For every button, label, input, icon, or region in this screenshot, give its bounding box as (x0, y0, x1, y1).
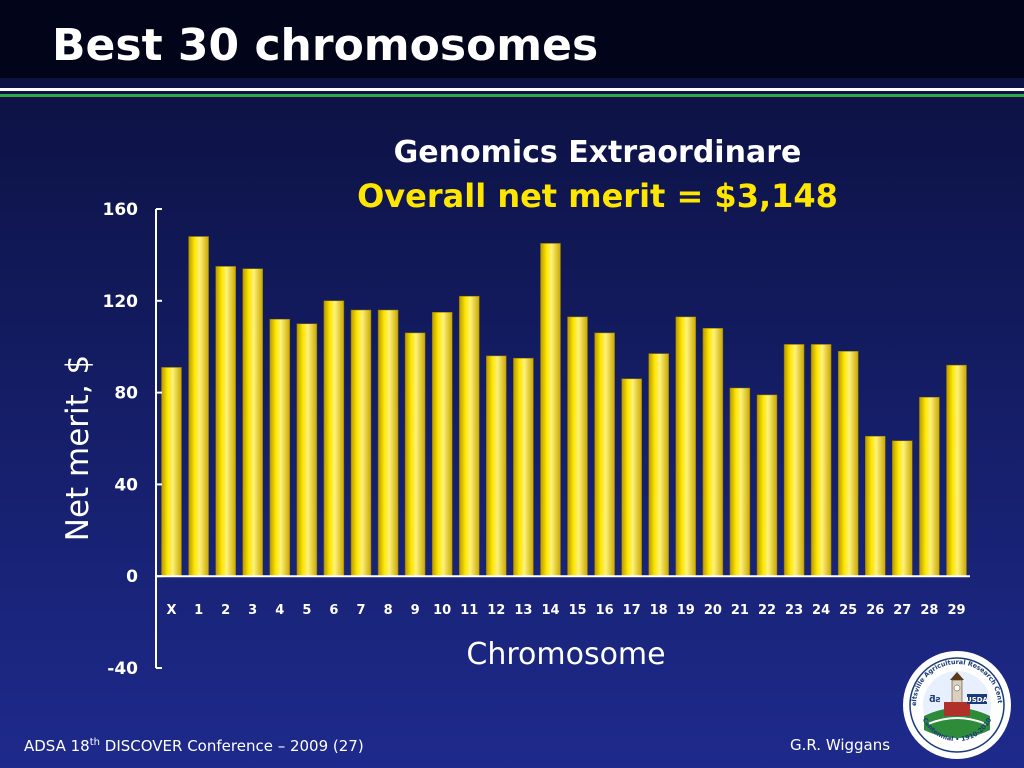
title-rule-green (0, 94, 1024, 97)
x-tick-label: 16 (596, 603, 614, 618)
logo-usda-badge: USDA (966, 696, 989, 704)
title-rule-white (0, 88, 1024, 91)
x-tick-label: 3 (248, 603, 257, 618)
axes-layer: X 1 2 3 4 5 6 7 8 9 10 11 12 13 14 15 16 17 18 19 20 21 22 23 24… (103, 200, 970, 679)
x-tick-label: 11 (460, 603, 478, 618)
footer-conference-superscript: th (89, 737, 100, 748)
bar-chr-1 (188, 236, 209, 577)
x-tick-label: 15 (568, 603, 586, 618)
bar-chr-17 (621, 378, 642, 577)
x-tick-label: 27 (893, 603, 911, 618)
x-tick-label: 25 (839, 603, 857, 618)
chart-subtitle: Overall net merit = $3,148 (357, 177, 838, 215)
x-tick-label: 29 (947, 603, 965, 618)
x-tick-label: 12 (487, 603, 505, 618)
x-tick-label: 14 (541, 603, 559, 618)
x-tick-label: 21 (731, 603, 749, 618)
logo-ars-mark: ƌƨ (929, 695, 941, 705)
bar-chr-13 (513, 357, 534, 577)
y-tick-label: 80 (114, 384, 138, 404)
x-tick-label: 24 (812, 603, 830, 618)
bar-chr-4 (269, 318, 291, 577)
y-axis-label: Net merit, $ (60, 355, 96, 541)
bar-chr-24 (810, 344, 832, 577)
x-tick-label: 19 (677, 603, 695, 618)
x-tick-label: 2 (221, 603, 230, 618)
bar-chr-3 (242, 268, 263, 577)
bar-chr-7 (350, 309, 372, 577)
footer-conference-suffix: DISCOVER Conference – 2009 (27) (100, 737, 364, 755)
barc-centennial-logo: Beltsville Agricultural Research Center … (902, 650, 1011, 759)
bar-chr-2 (215, 266, 236, 577)
x-tick-label: 7 (356, 603, 365, 618)
bar-chr-8 (377, 309, 399, 577)
x-tick-label: 1 (194, 603, 203, 618)
bars-layer (161, 236, 967, 577)
slide-title: Best 30 chromosomes (52, 20, 599, 71)
y-tick-label: 40 (114, 475, 138, 495)
chart-title: Genomics Extraordinare (393, 135, 802, 170)
x-tick-label: 8 (384, 603, 393, 618)
bar-chr-6 (323, 300, 345, 577)
bar-chr-21 (729, 387, 751, 577)
footer-conference: ADSA 18th DISCOVER Conference – 2009 (27… (24, 738, 364, 754)
x-tick-label: 22 (758, 603, 776, 618)
y-tick-label: 160 (103, 200, 139, 220)
x-tick-label: 26 (866, 603, 884, 618)
bar-chr-20 (702, 328, 724, 577)
x-tick-label: X (166, 603, 176, 618)
x-tick-label: 23 (785, 603, 803, 618)
x-tick-label: 17 (623, 603, 641, 618)
bar-chr-16 (594, 332, 615, 577)
x-tick-label: 4 (275, 603, 284, 618)
bar-chr-19 (675, 316, 697, 577)
x-tick-label: 18 (650, 603, 668, 618)
x-tick-label: 5 (302, 603, 311, 618)
bar-chr-12 (486, 355, 507, 577)
bar-chr-22 (756, 394, 778, 577)
bar-chr-X (161, 367, 182, 577)
bar-chr-25 (837, 351, 859, 577)
bar-chr-18 (648, 353, 669, 577)
x-tick-label: 6 (329, 603, 338, 618)
bar-chr-14 (540, 243, 561, 577)
bar-chr-10 (431, 312, 453, 577)
y-tick-label: 120 (103, 292, 139, 312)
bar-chr-9 (404, 332, 426, 577)
bar-chr-28 (919, 396, 940, 577)
bar-chr-15 (567, 316, 588, 577)
x-axis-label: Chromosome (466, 637, 665, 672)
footer-author: G.R. Wiggans (790, 736, 891, 754)
x-tick-label: 13 (514, 603, 532, 618)
footer-conference-prefix: ADSA 18 (24, 737, 90, 755)
x-tick-label: 9 (411, 603, 420, 618)
bar-chr-23 (783, 344, 805, 577)
bar-chr-27 (892, 440, 913, 577)
title-bar (0, 0, 1024, 78)
y-tick-label: 0 (126, 567, 138, 587)
bar-chr-29 (946, 364, 967, 577)
x-tick-label: 10 (433, 603, 451, 618)
bar-chr-11 (459, 295, 480, 577)
bar-chr-5 (296, 323, 318, 577)
bar-chr-26 (865, 435, 886, 577)
x-tick-label: 28 (920, 603, 938, 618)
x-tick-label: 20 (704, 603, 722, 618)
y-tick-label: -40 (107, 659, 138, 679)
